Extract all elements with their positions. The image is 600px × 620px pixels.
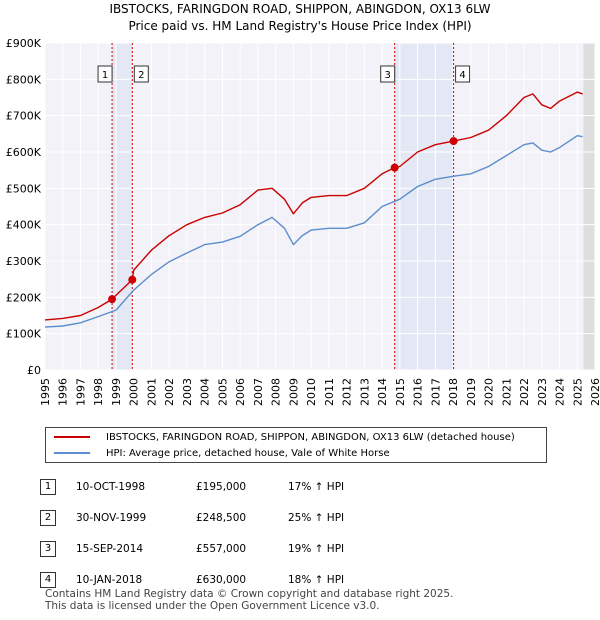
x-tick-label: 2018 <box>447 378 460 406</box>
y-tick-label: £600K <box>6 146 42 159</box>
sale-date: 10-JAN-2018 <box>76 573 143 586</box>
future-period-shade <box>583 43 595 370</box>
x-tick-label: 2009 <box>287 378 300 406</box>
sale-price: £195,000 <box>196 480 247 493</box>
series-line-hpi <box>44 134 583 328</box>
sales-table: 1 10-OCT-1998 £195,000 17% ↑ HPI 2 30-NO… <box>40 471 344 595</box>
sale-label-number: 3 <box>385 70 391 81</box>
sale-date: 10-OCT-1998 <box>76 480 145 493</box>
legend-swatch-hpi <box>54 452 90 454</box>
x-tick-label: 1999 <box>110 378 123 406</box>
sale-price: £248,500 <box>196 511 247 524</box>
sale-number-badge: 1 <box>40 478 56 495</box>
sale-label-number: 2 <box>138 70 144 81</box>
x-tick-label: 2022 <box>518 378 531 406</box>
sale-point <box>108 295 117 304</box>
sale-label-box <box>380 65 396 83</box>
x-tick-label: 2011 <box>323 378 336 406</box>
table-row: 3 15-SEP-2014 £557,000 19% ↑ HPI <box>40 533 344 564</box>
x-tick-label: 2006 <box>234 378 247 406</box>
sale-period-shade <box>394 43 454 370</box>
x-tick-label: 2016 <box>412 378 425 406</box>
sale-hpi-delta: 19% ↑ HPI <box>288 542 345 555</box>
x-tick-label: 2020 <box>483 378 496 406</box>
y-tick-label: £500K <box>6 182 42 195</box>
y-tick-label: £400K <box>6 219 42 232</box>
legend: IBSTOCKS, FARINGDON ROAD, SHIPPON, ABING… <box>45 427 547 463</box>
sale-label-number: 4 <box>459 70 465 81</box>
legend-item-property: IBSTOCKS, FARINGDON ROAD, SHIPPON, ABING… <box>54 429 515 445</box>
x-tick-label: 2010 <box>305 378 318 406</box>
sale-date: 15-SEP-2014 <box>76 542 144 555</box>
sale-point <box>128 275 137 284</box>
sale-hpi-delta: 17% ↑ HPI <box>288 480 345 493</box>
x-tick-label: 1995 <box>39 378 52 406</box>
sale-label-box <box>455 65 471 83</box>
legend-label-property: IBSTOCKS, FARINGDON ROAD, SHIPPON, ABING… <box>106 431 515 443</box>
x-tick-label: 2008 <box>270 378 283 406</box>
y-tick-label: £0 <box>27 364 41 377</box>
x-tick-label: 2014 <box>376 378 389 406</box>
x-tick-label: 2012 <box>341 378 354 406</box>
x-tick-label: 1996 <box>57 378 70 406</box>
price-chart: IBSTOCKS, FARINGDON ROAD, SHIPPON, ABING… <box>6 2 600 406</box>
sale-hpi-delta: 18% ↑ HPI <box>288 573 345 586</box>
x-tick-label: 2021 <box>500 378 513 406</box>
x-tick-label: 2019 <box>465 378 478 406</box>
x-tick-label: 2001 <box>145 378 158 406</box>
sale-price: £630,000 <box>196 573 247 586</box>
y-tick-label: £700K <box>6 110 42 123</box>
x-tick-label: 2000 <box>128 378 141 406</box>
x-tick-label: 2013 <box>358 378 371 406</box>
x-tick-label: 2002 <box>163 378 176 406</box>
sale-label-number: 1 <box>102 70 108 81</box>
footer-licence: This data is licensed under the Open Gov… <box>45 600 380 612</box>
footer: Contains HM Land Registry data © Crown c… <box>45 588 453 612</box>
sale-hpi-delta: 25% ↑ HPI <box>288 511 345 524</box>
sale-number-badge: 2 <box>40 509 56 526</box>
x-tick-label: 1997 <box>74 378 87 406</box>
x-tick-label: 2025 <box>571 378 584 406</box>
footer-copyright: Contains HM Land Registry data © Crown c… <box>45 588 454 600</box>
x-tick-label: 2003 <box>181 378 194 406</box>
x-tick-label: 2007 <box>252 378 265 406</box>
legend-swatch-property <box>54 436 90 438</box>
table-row: 2 30-NOV-1999 £248,500 25% ↑ HPI <box>40 502 344 533</box>
plot-area: 1 2 3 4 £0 £100K £200K £300K £400K £500K £600K £700… <box>6 37 600 406</box>
legend-label-hpi: HPI: Average price, detached house, Vale… <box>106 447 390 459</box>
legend-item-hpi: HPI: Average price, detached house, Vale… <box>54 445 390 461</box>
x-tick-label: 2005 <box>216 378 229 406</box>
y-tick-label: £800K <box>6 73 42 86</box>
plot-background <box>45 43 595 370</box>
sale-number-badge: 4 <box>40 571 56 588</box>
sale-point <box>449 137 458 146</box>
x-tick-label: 1998 <box>92 378 105 406</box>
sale-label-box <box>97 65 113 83</box>
sale-label-box <box>133 65 149 83</box>
table-row: 4 10-JAN-2018 £630,000 18% ↑ HPI <box>40 564 344 595</box>
x-tick-label: 2023 <box>536 378 549 406</box>
sale-point <box>390 163 399 172</box>
x-tick-label: 2026 <box>589 378 600 406</box>
y-tick-label: £300K <box>6 255 42 268</box>
x-tick-label: 2017 <box>429 378 442 406</box>
chart-title: IBSTOCKS, FARINGDON ROAD, SHIPPON, ABING… <box>109 2 490 16</box>
sale-price: £557,000 <box>196 542 247 555</box>
x-tick-label: 2015 <box>394 378 407 406</box>
sale-number-badge: 3 <box>40 540 56 557</box>
x-tick-label: 2004 <box>199 378 212 406</box>
y-tick-label: £900K <box>6 37 42 50</box>
sale-period-shade <box>112 43 133 370</box>
x-tick-label: 2024 <box>554 378 567 406</box>
sale-date: 30-NOV-1999 <box>76 511 147 524</box>
table-row: 1 10-OCT-1998 £195,000 17% ↑ HPI <box>40 471 344 502</box>
chart-subtitle: Price paid vs. HM Land Registry's House … <box>128 19 471 33</box>
y-tick-label: £100K <box>6 328 42 341</box>
y-tick-label: £200K <box>6 291 42 304</box>
